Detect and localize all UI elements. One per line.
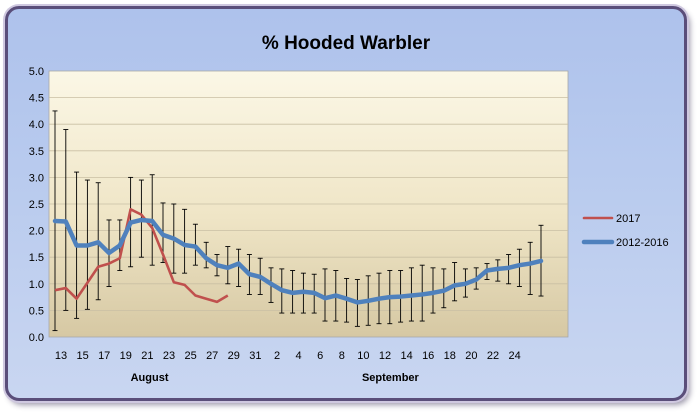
legend-label: 2012-2016 [616, 237, 669, 249]
x-tick-label: 17 [98, 350, 110, 362]
x-tick-label: 14 [400, 350, 412, 362]
x-tick-label: 19 [120, 350, 132, 362]
x-tick-label: 24 [508, 350, 520, 362]
x-tick-label: 31 [249, 350, 261, 362]
x-tick-label: 6 [317, 350, 323, 362]
chart-title: % Hooded Warbler [262, 33, 431, 54]
legend: 2017 2012-2016 [581, 213, 669, 249]
legend-label: 2017 [616, 213, 640, 225]
legend-item: 2012-2016 [581, 237, 669, 249]
x-tick-label: 10 [357, 350, 369, 362]
month-label: September [362, 372, 420, 384]
series-line-2012-2016 [52, 217, 544, 305]
y-tick-label: 2.5 [29, 199, 44, 211]
error-bar [322, 268, 328, 322]
x-tick-label: 15 [76, 350, 88, 362]
error-bar [225, 246, 231, 285]
y-tick-label: 4.5 [29, 93, 44, 105]
month-label: August [131, 372, 169, 384]
chart-svg: % Hooded Warbler 0.0 0.5 1.0 1.5 2.0 2.5 3.0 3.… [29, 33, 669, 384]
x-tick-label: 13 [55, 350, 67, 362]
x-tick-label: 2 [274, 350, 280, 362]
x-tick-label: 8 [339, 350, 345, 362]
x-tick-label: 25 [184, 350, 196, 362]
x-tick-label: 22 [487, 350, 499, 362]
x-tick-label: 18 [444, 350, 456, 362]
x-tick-label: 21 [141, 350, 153, 362]
error-bar [236, 248, 242, 287]
error-bar [527, 241, 533, 295]
y-axis: 0.0 0.5 1.0 1.5 2.0 2.5 3.0 3.5 4.0 4.5 5.0 [29, 66, 44, 344]
x-tick-label: 16 [422, 350, 434, 362]
series-lines [52, 208, 544, 305]
x-tick-label: 12 [379, 350, 391, 362]
error-bar [182, 208, 188, 274]
legend-item: 2017 [582, 213, 640, 225]
x-tick-label: 4 [296, 350, 302, 362]
y-tick-label: 0.0 [29, 332, 44, 344]
error-bar [516, 248, 522, 287]
x-axis: 13 15 17 19 21 23 25 27 29 31 2 4 6 8 10 12 14 16 18 20 22 24… [55, 350, 521, 384]
y-tick-label: 1.5 [29, 252, 44, 264]
x-tick-label: 29 [228, 350, 240, 362]
x-tick-label: 23 [163, 350, 175, 362]
x-tick-label: 20 [465, 350, 477, 362]
y-tick-label: 3.5 [29, 146, 44, 158]
grid-lines [49, 97, 568, 311]
y-tick-label: 5.0 [29, 66, 44, 78]
y-tick-label: 4.0 [29, 119, 44, 131]
series-line-2017 [54, 208, 229, 304]
chart-frame: % Hooded Warbler 0.0 0.5 1.0 1.5 2.0 2.5 3.0 3.… [5, 6, 687, 401]
error-bar [452, 262, 458, 302]
error-bar [430, 267, 436, 314]
y-tick-label: 1.0 [29, 279, 44, 291]
y-tick-label: 3.0 [29, 172, 44, 184]
x-tick-label: 27 [206, 350, 218, 362]
y-tick-label: 0.5 [29, 305, 44, 317]
y-tick-label: 2.0 [29, 226, 44, 238]
